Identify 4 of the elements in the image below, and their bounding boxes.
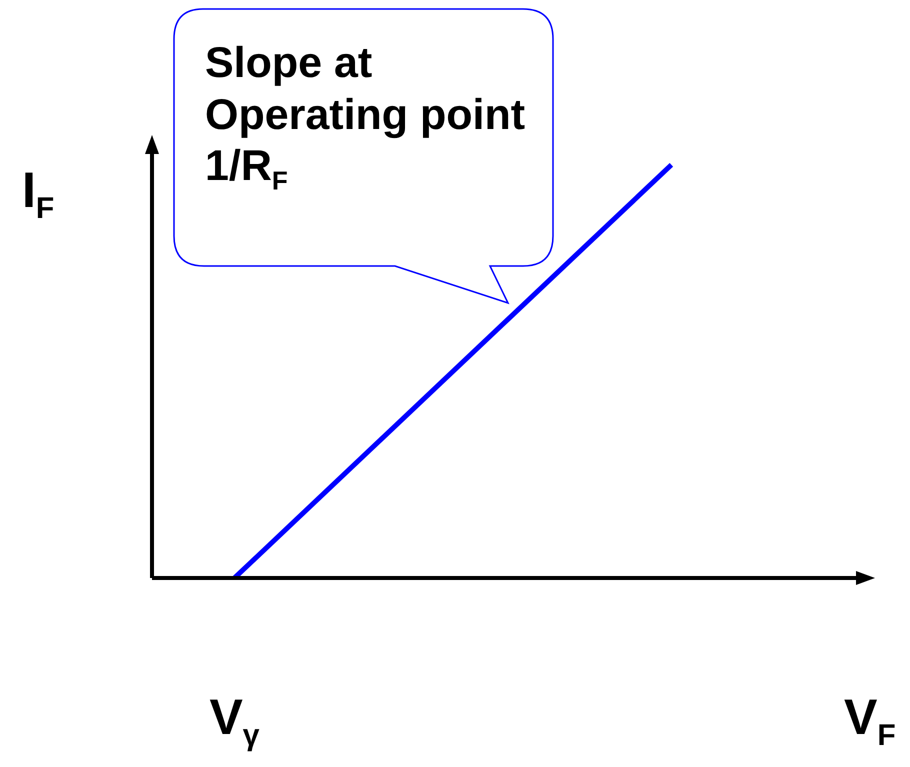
- annotation: Slope at Operating point 1/R$_{F}$: [205, 38, 526, 197]
- y-axis-title: I$_{F}$: [22, 162, 54, 225]
- x-tick-label: V$_{F}$: [844, 689, 896, 752]
- x-tick-label: V$_{γ}$: [209, 689, 260, 752]
